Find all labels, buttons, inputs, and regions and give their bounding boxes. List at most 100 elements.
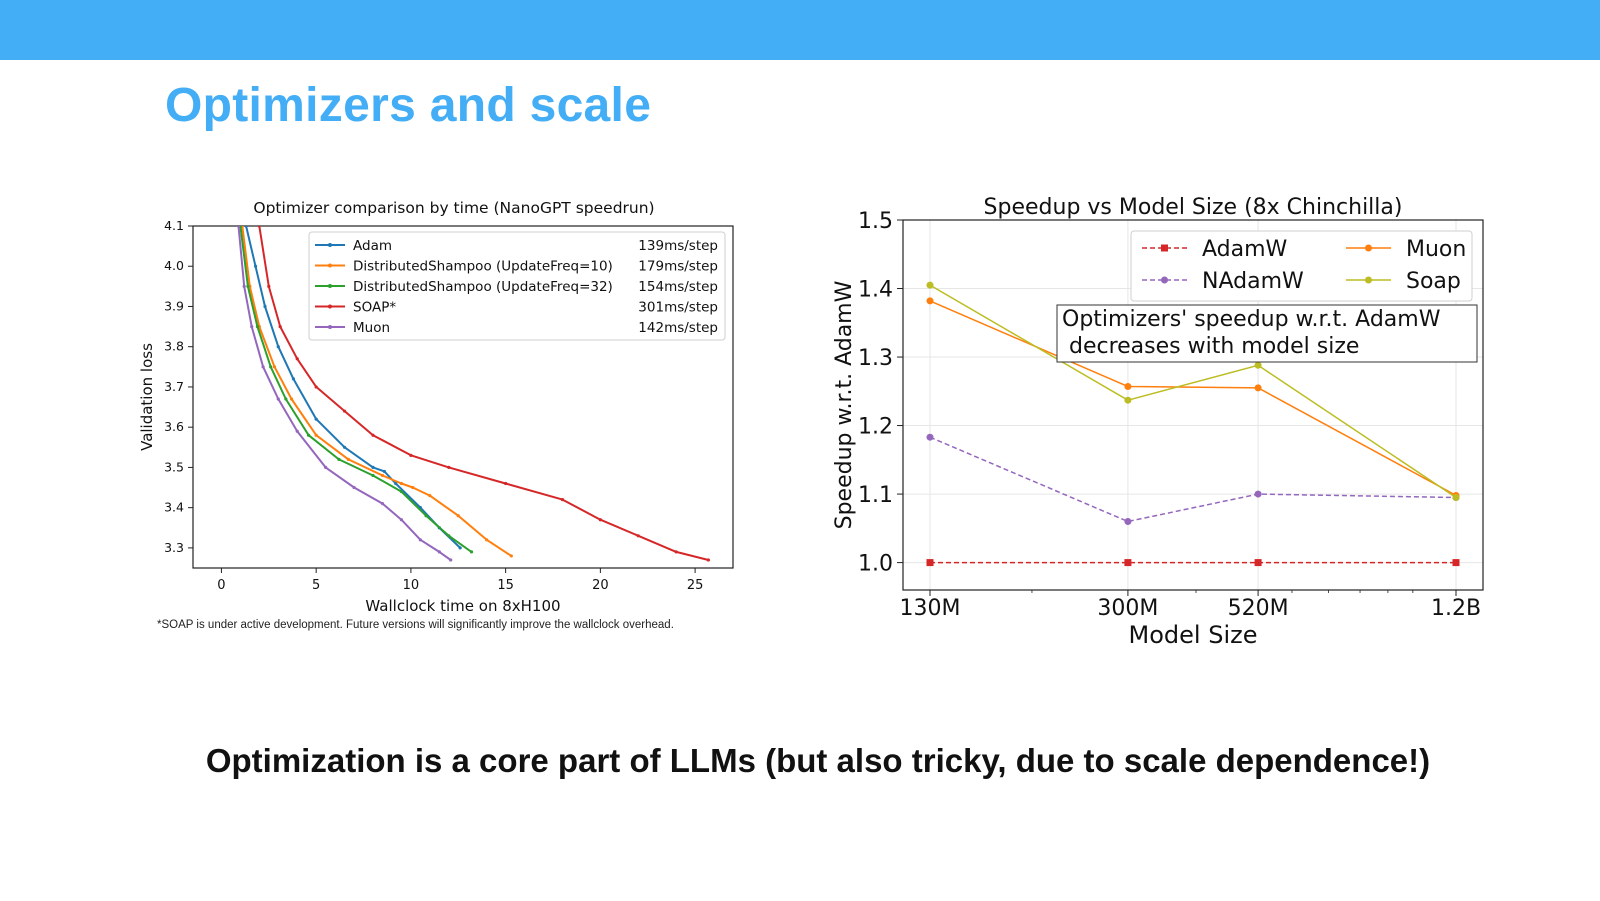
right-series-line-soap: [929, 284, 1457, 499]
right-chart-title: Speedup vs Model Size (8x Chinchilla): [984, 195, 1403, 220]
right-y-tick-label: 1.4: [858, 278, 893, 303]
left-y-tick-label: 3.4: [164, 500, 184, 515]
right-series-point: [1452, 494, 1460, 501]
left-legend-box: [308, 231, 726, 341]
left-series-point: [342, 409, 347, 413]
left-x-axis-label: Wallclock time on 8xH100: [365, 597, 560, 615]
left-y-axis-label: Validation loss: [138, 343, 156, 451]
left-series-point: [272, 365, 277, 369]
left-series-point: [394, 481, 398, 486]
right-legend-marker: [1161, 244, 1168, 252]
left-series-point: [371, 433, 375, 437]
slide-title: Optimizers and scale: [165, 79, 652, 132]
left-series-point: [428, 493, 432, 498]
right-series-point: [926, 281, 934, 289]
left-series-point: [291, 377, 296, 381]
left-series-point: [458, 546, 462, 550]
left-legend-label: DistributedShampoo (UpdateFreq=10): [353, 259, 613, 275]
right-series-point: [1452, 559, 1460, 567]
right-series-point: [1124, 517, 1132, 525]
right-y-tick-label: 1.1: [858, 483, 893, 508]
left-y-tick-label: 3.6: [164, 419, 184, 434]
left-legend: Adam 139ms/step DistributedShampoo (Update…: [308, 231, 726, 341]
left-series-point: [456, 514, 460, 518]
left-series-point: [244, 226, 248, 228]
left-series-point: [255, 324, 260, 329]
right-x-tick-label: 520M: [1228, 596, 1289, 621]
left-x-tick-label: 20: [592, 578, 609, 593]
left-chart: Optimizer comparison by time (NanoGPT sp…: [138, 199, 734, 615]
left-legend-marker: [328, 304, 332, 309]
right-chart: Speedup vs Model Size (8x Chinchilla) 1.…: [832, 195, 1484, 649]
right-legend-label: AdamW: [1202, 237, 1288, 262]
left-series-point: [346, 457, 350, 461]
left-series-point: [250, 324, 254, 329]
left-y-tick-label: 3.5: [164, 459, 184, 474]
right-legend-marker: [1365, 244, 1372, 252]
left-series-point: [504, 481, 508, 486]
left-series-point: [295, 357, 299, 361]
right-legend-marker: [1365, 276, 1372, 284]
right-legend-label: Muon: [1406, 237, 1466, 262]
right-x-tick-label: 130M: [900, 596, 961, 621]
right-series-point: [926, 297, 934, 305]
left-y-tick-label: 3.8: [164, 339, 184, 354]
left-legend-label: SOAP*: [353, 300, 396, 316]
left-series-point: [598, 518, 602, 522]
left-series-point: [509, 554, 513, 558]
right-y-axis-label: Speedup w.r.t. AdamW: [832, 280, 857, 529]
left-chart-footnote: *SOAP is under active development. Futur…: [157, 619, 674, 631]
left-series-line-distributedshampoo-updatefreq-10-: [241, 226, 512, 557]
left-series-point: [253, 264, 258, 268]
left-legend-step-time: 139ms/step: [638, 238, 718, 254]
slide-tagline: Optimization is a core part of LLMs (but…: [0, 742, 1600, 780]
left-series-point: [263, 304, 267, 309]
left-series-point: [314, 385, 318, 389]
left-series-point: [242, 284, 246, 288]
left-series-point: [399, 489, 404, 494]
left-legend-label: DistributedShampoo (UpdateFreq=32): [353, 279, 613, 295]
right-series-point: [1254, 559, 1262, 567]
left-series-point: [324, 465, 328, 470]
right-y-tick-label: 1.2: [858, 415, 893, 440]
annotation-line: Optimizers' speedup w.r.t. AdamW: [1062, 307, 1441, 332]
left-series-point: [276, 397, 280, 401]
left-series-point: [276, 345, 280, 349]
left-series-point: [314, 433, 318, 437]
left-legend-step-time: 179ms/step: [638, 259, 718, 275]
left-series-point: [636, 534, 640, 538]
left-chart-title: Optimizer comparison by time (NanoGPT sp…: [253, 199, 654, 217]
right-series-point: [1124, 396, 1132, 404]
left-series-point: [399, 518, 404, 522]
left-series-point: [267, 284, 271, 288]
annotation-text: Optimizers' speedup w.r.t. AdamW decreas…: [1062, 307, 1441, 359]
left-x-tick-label: 0: [217, 578, 225, 593]
left-series-point: [352, 485, 356, 490]
right-y-tick-label: 1.5: [858, 209, 893, 234]
right-series-line-nadamw: [929, 436, 1457, 523]
left-series-point: [447, 465, 451, 470]
left-series-point: [706, 558, 710, 562]
right-series-line-muon: [929, 300, 1457, 497]
left-x-tick-label: 10: [403, 578, 420, 593]
right-legend-label: NAdamW: [1202, 269, 1304, 294]
left-series-point: [449, 558, 453, 562]
left-series-point: [236, 226, 241, 228]
left-series-point: [289, 397, 294, 401]
left-series-point: [371, 473, 375, 478]
left-series-point: [674, 550, 678, 554]
right-series-point: [1124, 383, 1132, 390]
left-series-point: [411, 485, 415, 490]
left-series-line-distributedshampoo-updatefreq-32-: [239, 226, 473, 553]
left-x-tick-label: 5: [312, 578, 320, 593]
left-legend-marker: [328, 263, 332, 268]
left-y-tick-label: 4.1: [164, 218, 184, 233]
left-series-point: [560, 498, 565, 502]
left-legend-marker: [328, 325, 332, 329]
left-series-point: [306, 433, 311, 437]
right-y-tick-label: 1.3: [858, 346, 893, 371]
left-series-point: [257, 226, 261, 228]
left-y-tick-label: 4.0: [164, 258, 184, 273]
left-series-point: [371, 465, 375, 470]
left-series-point: [278, 324, 282, 329]
